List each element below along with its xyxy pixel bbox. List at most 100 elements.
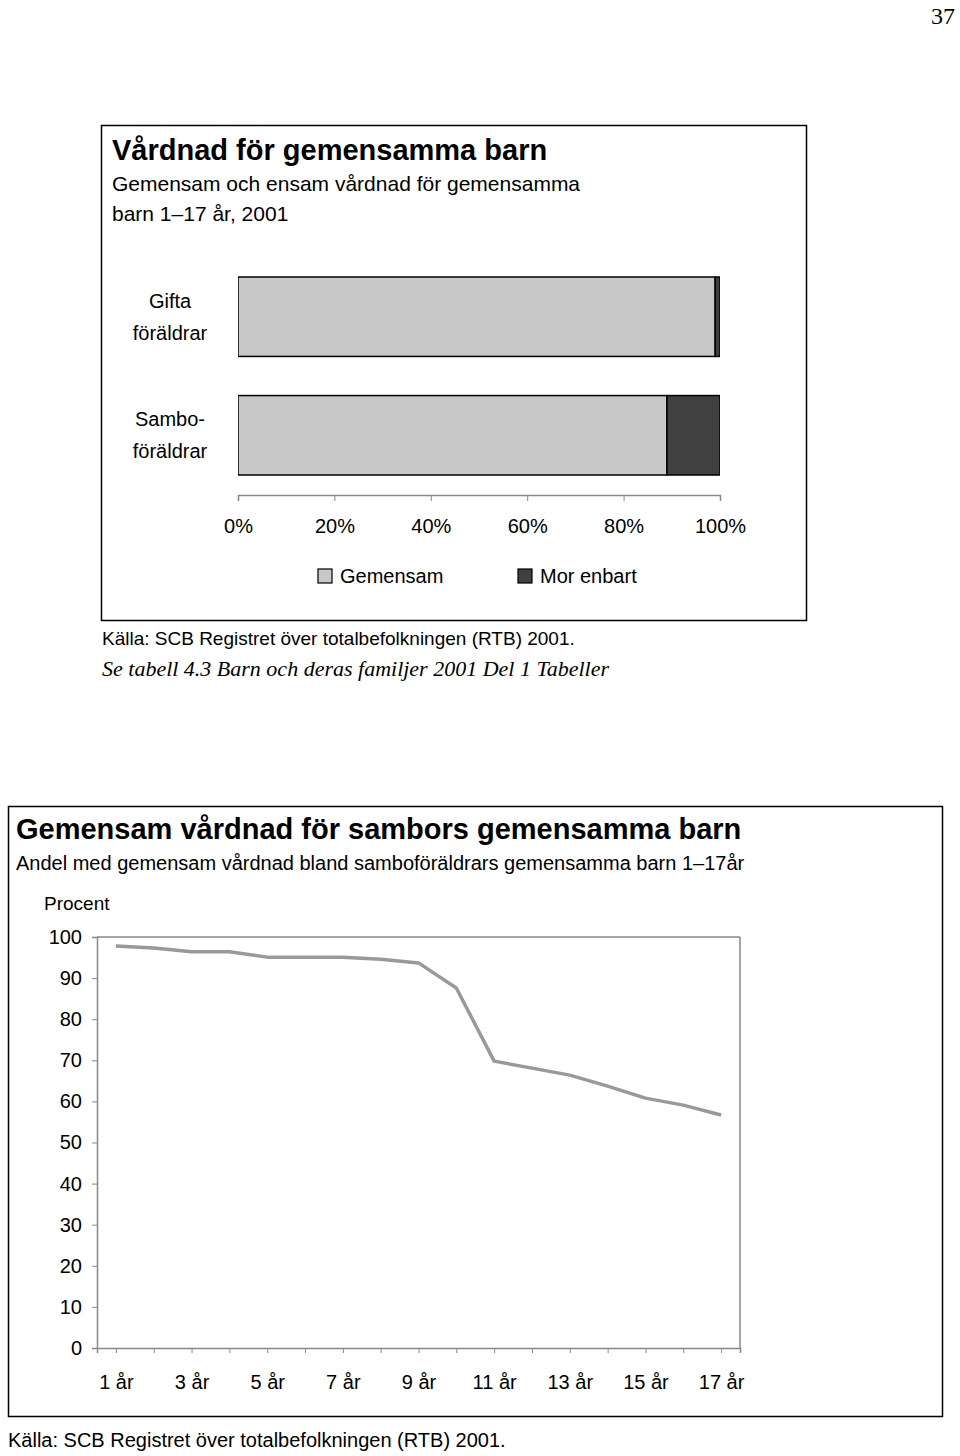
y-axis-title: Procent [44, 893, 110, 914]
tick [456, 1348, 457, 1353]
axis-line [239, 496, 721, 502]
page-number: 37 [931, 3, 955, 29]
tick: 100 [49, 926, 97, 948]
tick-label: 10 [60, 1296, 82, 1318]
tick-mark [154, 1348, 155, 1353]
tick-mark [267, 1348, 268, 1353]
tick-mark [721, 1348, 722, 1353]
tick: 3 år [175, 1348, 210, 1393]
tick-label: 7 år [326, 1371, 361, 1393]
tick-label: 80% [604, 515, 644, 537]
bar [238, 396, 667, 475]
tick-label: 100 [49, 926, 82, 948]
tick-label: 60 [60, 1090, 82, 1112]
tick: 20 [60, 1255, 97, 1277]
tick-mark [608, 1348, 609, 1353]
tick: 20% [315, 495, 355, 537]
tick: 90 [60, 967, 97, 989]
tick-mark [92, 1225, 97, 1226]
tick-label: 9 år [402, 1371, 437, 1393]
tick: 9 år [402, 1348, 437, 1393]
tick: 10 [60, 1296, 97, 1318]
tick: 1 år [99, 1348, 134, 1393]
tick: 17 år [699, 1348, 745, 1393]
tick-label: 30 [60, 1214, 82, 1236]
tick: 11 år [473, 1348, 517, 1393]
tick-label: 40% [411, 515, 451, 537]
tick-mark [645, 1348, 646, 1353]
tick-mark [381, 1348, 382, 1353]
page: 37Vårdnad för gemensamma barnGemensam oc… [0, 0, 960, 1456]
note: Se tabell 4.3 Barn och deras familjer 20… [102, 656, 609, 681]
tick [154, 1348, 155, 1353]
tick-mark [431, 495, 432, 501]
tick: 7 år [326, 1348, 361, 1393]
tick-label: 90 [60, 967, 82, 989]
tick-label: 40 [60, 1173, 82, 1195]
tick-mark [527, 495, 528, 501]
tick-mark [92, 1348, 97, 1349]
legend-label: Mor enbart [540, 565, 637, 587]
bar [238, 277, 715, 356]
legend: Gemensam Mor enbart [318, 565, 637, 587]
tick: 50 [60, 1131, 97, 1153]
tick-label: 0% [224, 515, 253, 537]
tick-mark [92, 1143, 97, 1144]
chart-frame [9, 807, 943, 1417]
data-line [116, 946, 721, 1115]
chart-frame [102, 126, 807, 621]
legend-swatch [518, 569, 532, 583]
tick-mark [334, 495, 335, 501]
tick-label: 80 [60, 1008, 82, 1030]
legend-item: Mor enbart [518, 565, 637, 587]
tick-mark [683, 1348, 684, 1353]
lines [116, 946, 721, 1115]
tick-label: 100% [695, 515, 746, 537]
tick: 100% [695, 495, 746, 537]
tick-mark [92, 1060, 97, 1061]
bar [667, 396, 720, 475]
tick: 60% [508, 495, 548, 537]
x-axis: 0% 20% 40% 60% 80% 100% [224, 495, 746, 537]
tick-label: 0 [71, 1337, 82, 1359]
tick: 30 [60, 1214, 97, 1236]
tick-mark [116, 1348, 117, 1353]
tick-mark [238, 495, 239, 501]
tick-mark [192, 1348, 193, 1353]
legend-label: Gemensam [340, 565, 443, 587]
tick [229, 1348, 230, 1353]
tick [683, 1348, 684, 1353]
tick: 15 år [623, 1348, 669, 1393]
tick [305, 1348, 306, 1353]
tick-mark [92, 937, 97, 938]
tick: 0 [71, 1337, 97, 1359]
tick-mark [494, 1348, 495, 1353]
tick-mark [92, 1184, 97, 1185]
tick-label: 5 år [250, 1371, 285, 1393]
tick: 0% [224, 495, 253, 537]
source: Källa: SCB Registret över totalbefolknin… [8, 1429, 506, 1451]
tick-mark [343, 1348, 344, 1353]
tick-mark [720, 495, 721, 501]
tick-mark [229, 1348, 230, 1353]
tick-mark [419, 1348, 420, 1353]
tick-label: 11 år [473, 1371, 517, 1393]
bars [238, 277, 720, 475]
x-axis: 1 år3 år5 år7 år9 år11 år13 år15 år17 år [98, 1348, 745, 1393]
axis-line [98, 1349, 741, 1354]
tick-mark [532, 1348, 533, 1353]
tick-label: 15 år [623, 1371, 669, 1393]
tick: 40 [60, 1173, 97, 1195]
tick: 5 år [250, 1348, 285, 1393]
y-axis: 0 10 20 30 40 50 60 70 80 90 100 [49, 926, 98, 1359]
source: Källa: SCB Registret över totalbefolknin… [102, 628, 575, 649]
category-label: Giftaföräldrar [133, 290, 208, 344]
bar [715, 277, 720, 356]
legend-swatch [318, 569, 332, 583]
tick: 80% [604, 495, 644, 537]
tick-label: 50 [60, 1131, 82, 1153]
tick: 80 [60, 1008, 97, 1030]
chart-subtitle: Andel med gemensam vårdnad bland sambofö… [16, 852, 745, 874]
plot-frame [739, 937, 741, 1348]
tick: 70 [60, 1049, 97, 1071]
